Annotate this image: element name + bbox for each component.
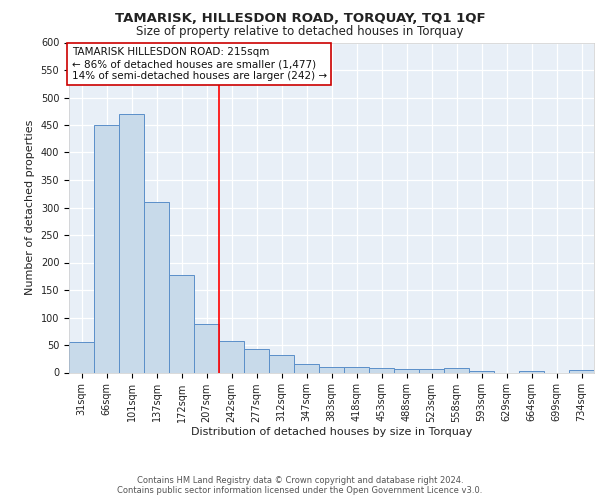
Bar — [519, 371, 544, 372]
Bar — [169, 274, 194, 372]
Text: Contains public sector information licensed under the Open Government Licence v3: Contains public sector information licen… — [118, 486, 482, 495]
X-axis label: Distribution of detached houses by size in Torquay: Distribution of detached houses by size … — [191, 428, 472, 438]
Bar — [144, 202, 169, 372]
Bar — [119, 114, 144, 372]
Bar — [294, 364, 319, 372]
Bar — [419, 369, 444, 372]
Bar — [94, 125, 119, 372]
Bar — [394, 369, 419, 372]
Bar — [244, 350, 269, 372]
Bar — [369, 368, 394, 372]
Text: Size of property relative to detached houses in Torquay: Size of property relative to detached ho… — [136, 25, 464, 38]
Bar — [569, 370, 594, 372]
Text: TAMARISK, HILLESDON ROAD, TORQUAY, TQ1 1QF: TAMARISK, HILLESDON ROAD, TORQUAY, TQ1 1… — [115, 12, 485, 26]
Text: Contains HM Land Registry data © Crown copyright and database right 2024.: Contains HM Land Registry data © Crown c… — [137, 476, 463, 485]
Bar — [444, 368, 469, 372]
Bar — [344, 367, 369, 372]
Bar — [269, 355, 294, 372]
Y-axis label: Number of detached properties: Number of detached properties — [25, 120, 35, 295]
Bar — [69, 342, 94, 372]
Text: TAMARISK HILLESDON ROAD: 215sqm
← 86% of detached houses are smaller (1,477)
14%: TAMARISK HILLESDON ROAD: 215sqm ← 86% of… — [71, 48, 327, 80]
Bar — [319, 367, 344, 372]
Bar — [194, 324, 219, 372]
Bar — [219, 341, 244, 372]
